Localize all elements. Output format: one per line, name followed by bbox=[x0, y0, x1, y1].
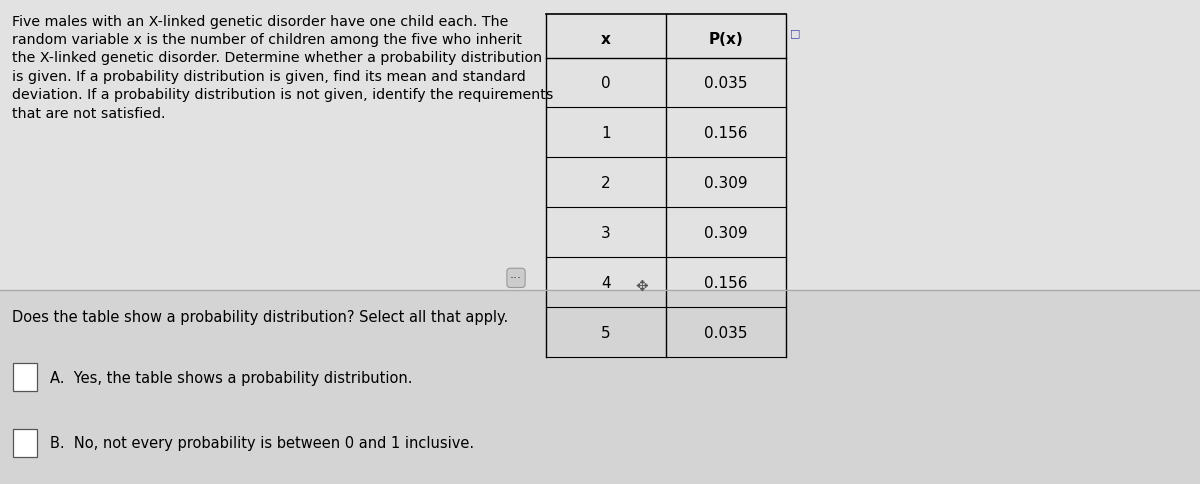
Text: 0.035: 0.035 bbox=[704, 76, 748, 91]
FancyBboxPatch shape bbox=[13, 429, 37, 457]
Text: □: □ bbox=[790, 28, 800, 38]
Text: ···: ··· bbox=[510, 272, 522, 285]
Text: Five males with an X-linked genetic disorder have one child each. The
random var: Five males with an X-linked genetic diso… bbox=[12, 15, 553, 121]
Text: A.  Yes, the table shows a probability distribution.: A. Yes, the table shows a probability di… bbox=[50, 370, 413, 385]
Text: 0.035: 0.035 bbox=[704, 325, 748, 340]
Text: x: x bbox=[601, 31, 611, 46]
Text: 0: 0 bbox=[601, 76, 611, 91]
Text: 3: 3 bbox=[601, 226, 611, 241]
Text: ✥: ✥ bbox=[636, 278, 648, 293]
Text: 0.156: 0.156 bbox=[704, 275, 748, 290]
Text: 0.156: 0.156 bbox=[704, 126, 748, 141]
FancyBboxPatch shape bbox=[13, 364, 37, 391]
Text: 2: 2 bbox=[601, 176, 611, 191]
Text: 4: 4 bbox=[601, 275, 611, 290]
Text: 0.309: 0.309 bbox=[704, 176, 748, 191]
Text: P(x): P(x) bbox=[709, 31, 743, 46]
Text: 1: 1 bbox=[601, 126, 611, 141]
Text: B.  No, not every probability is between 0 and 1 inclusive.: B. No, not every probability is between … bbox=[50, 436, 474, 450]
Text: 5: 5 bbox=[601, 325, 611, 340]
Text: 0.309: 0.309 bbox=[704, 226, 748, 241]
Text: Does the table show a probability distribution? Select all that apply.: Does the table show a probability distri… bbox=[12, 310, 509, 325]
FancyBboxPatch shape bbox=[0, 0, 1200, 290]
